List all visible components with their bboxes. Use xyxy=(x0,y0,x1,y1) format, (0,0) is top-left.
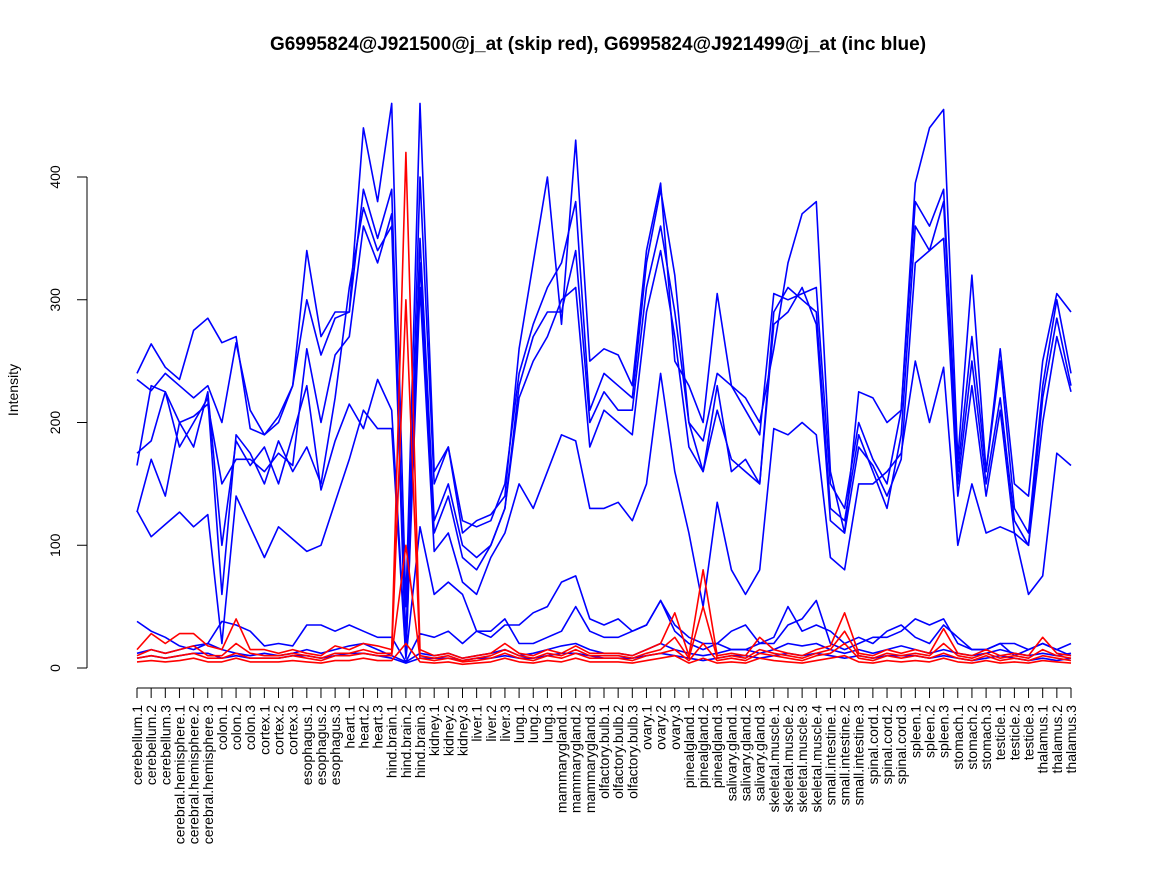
x-tick-label: mammarygland.3 xyxy=(582,705,598,813)
x-tick-label: hind.brain.2 xyxy=(398,705,414,778)
x-tick-label: spinal.cord.3 xyxy=(893,705,909,785)
x-axis: cerebellum.1cerebellum.2cerebellum.3cere… xyxy=(129,687,1079,845)
x-tick-label: spleen.2 xyxy=(921,705,937,758)
x-tick-label: spleen.1 xyxy=(907,705,923,758)
x-tick-label: cortex.3 xyxy=(285,705,301,755)
y-tick-label: 400 xyxy=(47,165,63,189)
x-tick-label: heart.2 xyxy=(355,705,371,749)
x-tick-label: colon.3 xyxy=(242,705,258,750)
x-tick-label: cerebral.hemisphere.3 xyxy=(200,705,216,845)
series-line-10 xyxy=(136,151,1072,660)
x-tick-label: colon.2 xyxy=(228,705,244,750)
x-tick-label: salivary.gland.3 xyxy=(752,705,768,801)
x-tick-label: cerebellum.2 xyxy=(143,705,159,785)
x-tick-label: stomach.2 xyxy=(964,705,980,770)
x-tick-label: olfactory.bulb.3 xyxy=(624,705,640,799)
x-tick-label: small.intestine.1 xyxy=(822,705,838,806)
x-tick-label: heart.3 xyxy=(370,705,386,749)
x-tick-label: small.intestine.3 xyxy=(851,705,867,806)
x-tick-label: colon.1 xyxy=(214,705,230,750)
x-tick-label: lung.1 xyxy=(511,705,527,743)
x-tick-label: testicle.1 xyxy=(992,705,1008,760)
series-layer xyxy=(136,102,1072,666)
x-tick-label: cerebellum.1 xyxy=(129,705,145,785)
x-tick-label: liver.1 xyxy=(469,705,485,742)
x-tick-label: esophagus.3 xyxy=(327,705,343,785)
x-tick-label: skeletal.muscle.2 xyxy=(780,705,796,813)
x-tick-label: small.intestine.2 xyxy=(837,705,853,806)
x-tick-label: olfactory.bulb.1 xyxy=(596,705,612,799)
x-tick-label: skeletal.muscle.4 xyxy=(808,705,824,813)
x-tick-label: skeletal.muscle.3 xyxy=(794,705,810,813)
series-line-4 xyxy=(136,206,1072,657)
series-line-5 xyxy=(136,286,1072,657)
series-line-11 xyxy=(136,298,1072,662)
x-tick-label: kidney.1 xyxy=(426,705,442,756)
x-tick-label: spinal.cord.2 xyxy=(879,705,895,785)
x-tick-label: thalamus.2 xyxy=(1049,705,1065,774)
x-tick-label: hind.brain.3 xyxy=(412,705,428,778)
x-tick-label: stomach.3 xyxy=(978,705,994,770)
x-tick-label: cortex.2 xyxy=(271,705,287,755)
x-tick-label: testicle.2 xyxy=(1006,705,1022,760)
y-axis-label: Intensity xyxy=(5,364,21,416)
x-tick-label: thalamus.3 xyxy=(1063,705,1079,774)
x-tick-label: ovary.2 xyxy=(653,705,669,750)
x-tick-label: ovary.1 xyxy=(638,705,654,750)
x-tick-label: lung.3 xyxy=(539,705,555,743)
x-tick-label: liver.3 xyxy=(497,705,513,742)
x-tick-label: kidney.2 xyxy=(440,705,456,756)
chart-title: G6995824@J921500@j_at (skip red), G69958… xyxy=(270,34,926,55)
x-tick-label: spleen.3 xyxy=(936,705,952,758)
series-line-2 xyxy=(136,176,1072,645)
x-tick-label: skeletal.muscle.1 xyxy=(766,705,782,813)
x-tick-label: liver.2 xyxy=(483,705,499,742)
x-tick-label: testicle.3 xyxy=(1021,705,1037,760)
x-tick-label: esophagus.2 xyxy=(313,705,329,785)
x-tick-label: thalamus.1 xyxy=(1035,705,1051,774)
y-tick-label: 200 xyxy=(47,411,63,435)
series-line-12 xyxy=(136,544,1072,663)
x-tick-label: esophagus.1 xyxy=(299,705,315,785)
x-tick-label: salivary.gland.1 xyxy=(723,705,739,801)
x-tick-label: salivary.gland.2 xyxy=(738,705,754,801)
x-tick-label: cortex.1 xyxy=(256,705,272,755)
series-line-3 xyxy=(136,200,1072,651)
x-tick-label: kidney.3 xyxy=(454,705,470,756)
x-tick-label: stomach.1 xyxy=(950,705,966,770)
x-tick-label: lung.2 xyxy=(525,705,541,743)
x-tick-label: pinealgland.3 xyxy=(709,705,725,789)
x-tick-label: ovary.3 xyxy=(667,705,683,750)
y-axis: 0 100 200 300 400 xyxy=(47,165,88,672)
series-line-7 xyxy=(136,599,1072,663)
x-tick-label: heart.1 xyxy=(341,705,357,749)
series-line-6 xyxy=(136,409,1072,660)
x-tick-label: hind.brain.1 xyxy=(384,705,400,778)
x-tick-label: mammarygland.2 xyxy=(568,705,584,813)
x-tick-label: pinealgland.2 xyxy=(695,705,711,789)
x-tick-label: cerebral.hemisphere.1 xyxy=(171,705,187,845)
x-tick-label: olfactory.bulb.2 xyxy=(610,705,626,799)
x-tick-label: cerebral.hemisphere.2 xyxy=(186,705,202,845)
y-tick-label: 100 xyxy=(47,533,63,557)
series-line-13 xyxy=(136,642,1072,666)
y-tick-label: 300 xyxy=(47,288,63,312)
x-tick-label: mammarygland.1 xyxy=(554,705,570,813)
x-tick-label: pinealgland.1 xyxy=(681,705,697,789)
y-tick-label: 0 xyxy=(47,664,63,672)
x-tick-label: spinal.cord.1 xyxy=(865,705,881,785)
x-tick-label: cerebellum.3 xyxy=(157,705,173,785)
